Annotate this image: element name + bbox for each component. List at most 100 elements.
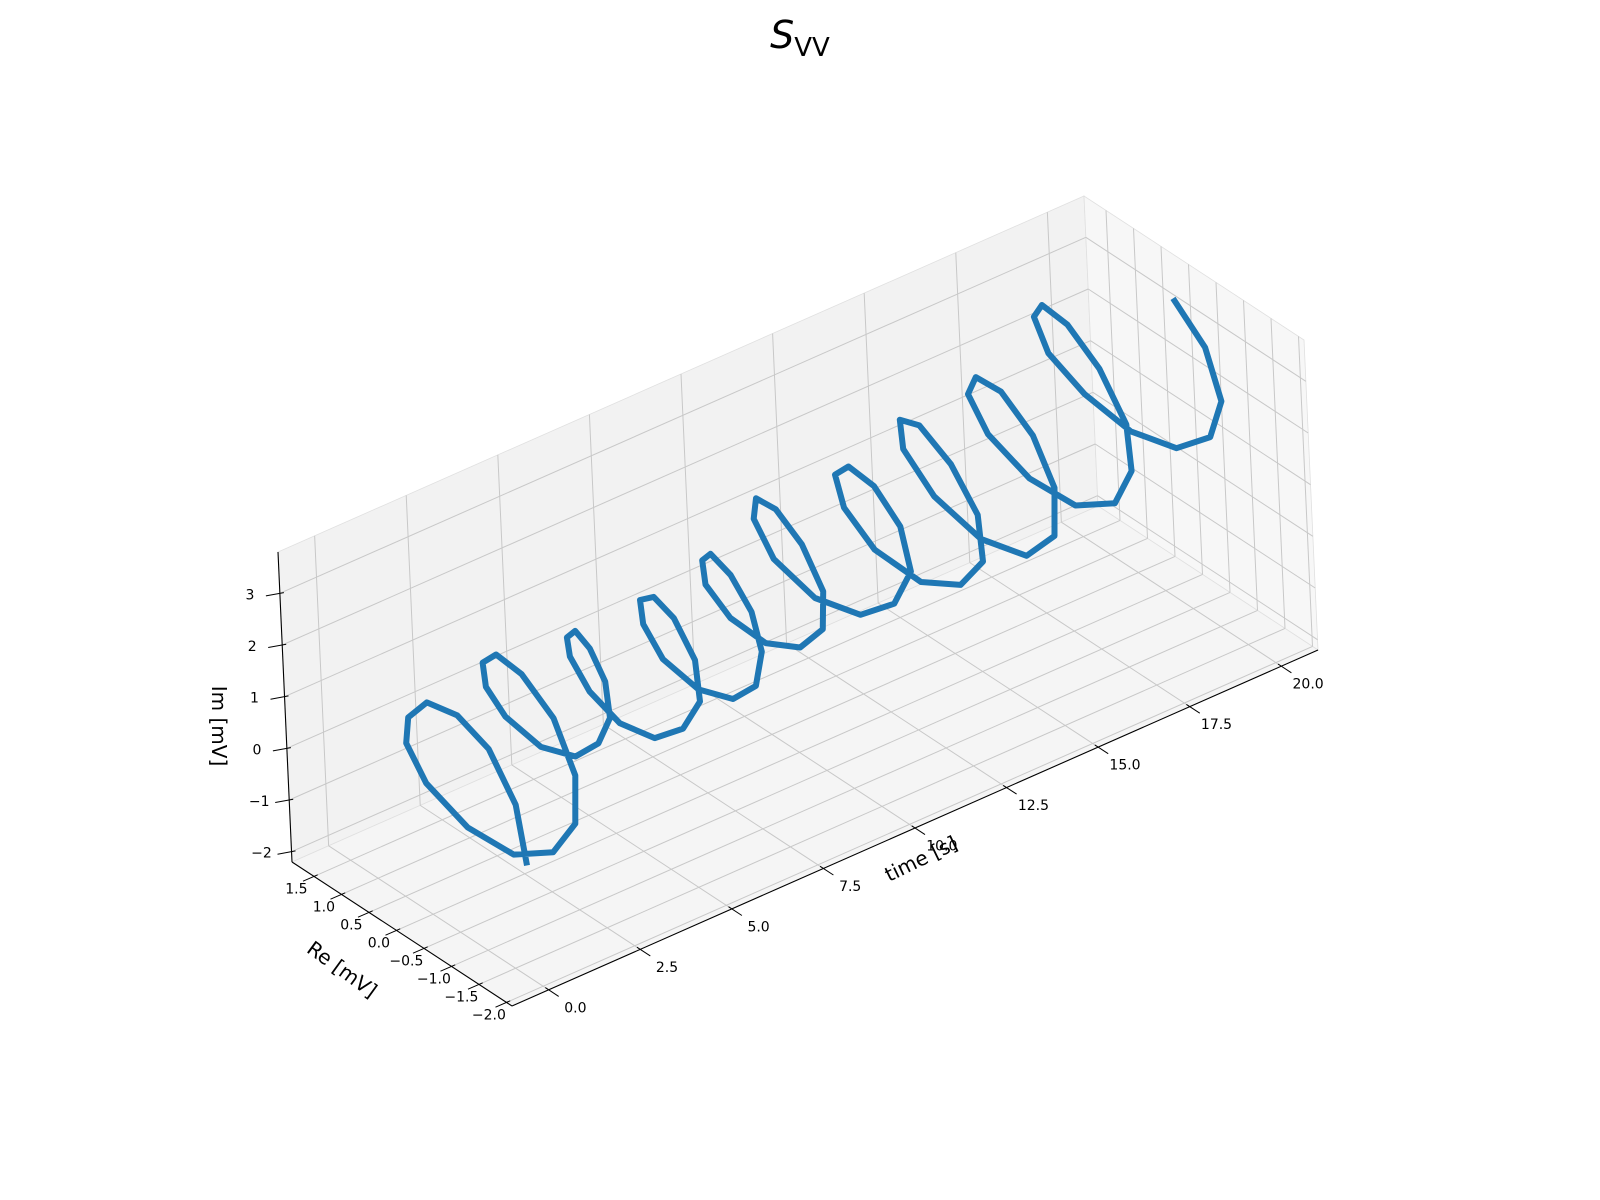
y-tick-label: −2.0 [472, 1008, 506, 1024]
z-tick-label: 3 [245, 587, 254, 603]
grid-z-back [288, 443, 1096, 801]
x-tick [911, 825, 926, 836]
z-tick [277, 850, 296, 855]
z-tick-label: −2 [251, 846, 272, 862]
grid-y-side [1215, 282, 1231, 593]
grid-y-floor [478, 627, 1286, 985]
x-tick-label: 2.5 [656, 960, 678, 976]
grid-x-back [1046, 212, 1062, 523]
z-axis-label: Im [mV] [207, 686, 231, 767]
grid-x-floor [511, 764, 733, 910]
z-tick [268, 643, 287, 648]
z-tick-label: 1 [250, 691, 259, 707]
grid-z-side [1085, 236, 1307, 382]
y-tick [357, 910, 373, 918]
tick-marks [265, 592, 1292, 1008]
z-tick [275, 798, 294, 803]
grid-x-back [405, 495, 421, 806]
y-tick [330, 892, 346, 900]
grid-y-side [1188, 264, 1203, 575]
x-tick [545, 987, 559, 997]
grid-y-floor [451, 609, 1258, 967]
x-tick-label: 5.0 [747, 919, 769, 935]
y-tick-label: 0.5 [340, 918, 362, 934]
grid-x-floor [969, 562, 1191, 708]
chart-title-subscript: VV [794, 33, 830, 63]
grid-x-floor [694, 683, 916, 829]
x-tick-label: 20.0 [1293, 677, 1324, 693]
x-tick-label: 15.0 [1109, 758, 1140, 774]
grid-z-side [1092, 391, 1314, 537]
grid-y-side [1160, 246, 1176, 557]
z-tick-label: 0 [252, 742, 261, 758]
z-tick-label: −1 [249, 794, 270, 810]
x-tick [1277, 663, 1292, 674]
grid-z-back [284, 340, 1091, 698]
x-tick-label: 12.5 [1018, 798, 1049, 814]
series-group [403, 296, 1225, 866]
x-axis-label: time [s] [881, 831, 961, 887]
y-tick [412, 946, 428, 954]
z-tick [265, 592, 284, 597]
grid-y-side [1133, 228, 1148, 539]
grid-x-back [680, 373, 696, 685]
grid-z-side [1087, 288, 1309, 434]
grid-z-back [286, 391, 1094, 749]
z-tick [272, 747, 291, 752]
tick-labels: 0.02.55.07.510.012.515.017.520.0−2.0−1.5… [245, 587, 1323, 1023]
x-tick [1002, 784, 1017, 795]
x-tick-label: 17.5 [1201, 717, 1232, 733]
grid-x-back [314, 535, 330, 846]
grid-y-floor [396, 573, 1203, 931]
y-tick-label: −1.0 [417, 972, 451, 988]
grid-lines [279, 210, 1318, 1003]
grid-x-floor [877, 602, 1099, 748]
x-tick [1186, 703, 1201, 714]
z-tick-label: 2 [248, 639, 257, 655]
grid-x-floor [603, 724, 824, 869]
grid-x-back [955, 252, 971, 563]
axes-panes [277, 195, 1319, 1007]
y-tick-label: −1.5 [444, 990, 478, 1006]
x-tick-label: 0.0 [564, 1000, 586, 1016]
grid-y-floor [506, 645, 1313, 1003]
grid-z-back [279, 236, 1087, 594]
series-line-0 [403, 296, 1225, 866]
y-tick [495, 1000, 511, 1008]
x-tick-label: 10.0 [926, 839, 957, 855]
x-tick [819, 865, 834, 876]
x-tick-label: 7.5 [839, 879, 861, 895]
y-tick [440, 964, 456, 972]
chart-title-main: S [770, 13, 794, 57]
y-tick-label: −0.5 [389, 954, 423, 970]
y-tick [385, 928, 401, 936]
grid-z-side [1097, 495, 1318, 641]
grid-y-side [1105, 210, 1121, 521]
x-tick [1094, 744, 1109, 755]
x-tick [728, 906, 743, 916]
grid-y-floor [423, 591, 1231, 949]
grid-x-back [772, 333, 788, 644]
grid-y-side [1270, 318, 1286, 629]
z-axis-line [277, 551, 293, 863]
y-tick [467, 982, 483, 990]
x-tick [636, 946, 651, 957]
chart-title: SVV [770, 13, 830, 63]
grid-y-side [1243, 300, 1258, 611]
grid-z-back [281, 288, 1089, 646]
grid-y-floor [313, 519, 1121, 877]
y-tick [302, 874, 318, 882]
grid-x-floor [328, 845, 549, 991]
grid-x-back [497, 454, 513, 765]
grid-x-floor [1061, 521, 1282, 667]
y-tick-label: 1.5 [285, 882, 307, 898]
y-axis-line [291, 861, 513, 1007]
grid-x-floor [419, 804, 641, 950]
y-tick-label: 1.0 [313, 900, 335, 916]
y-tick-label: 0.0 [368, 936, 390, 952]
grid-x-floor [786, 643, 1007, 788]
z-tick [270, 695, 289, 700]
grid-y-side [1298, 336, 1313, 647]
grid-y-floor [368, 555, 1176, 913]
